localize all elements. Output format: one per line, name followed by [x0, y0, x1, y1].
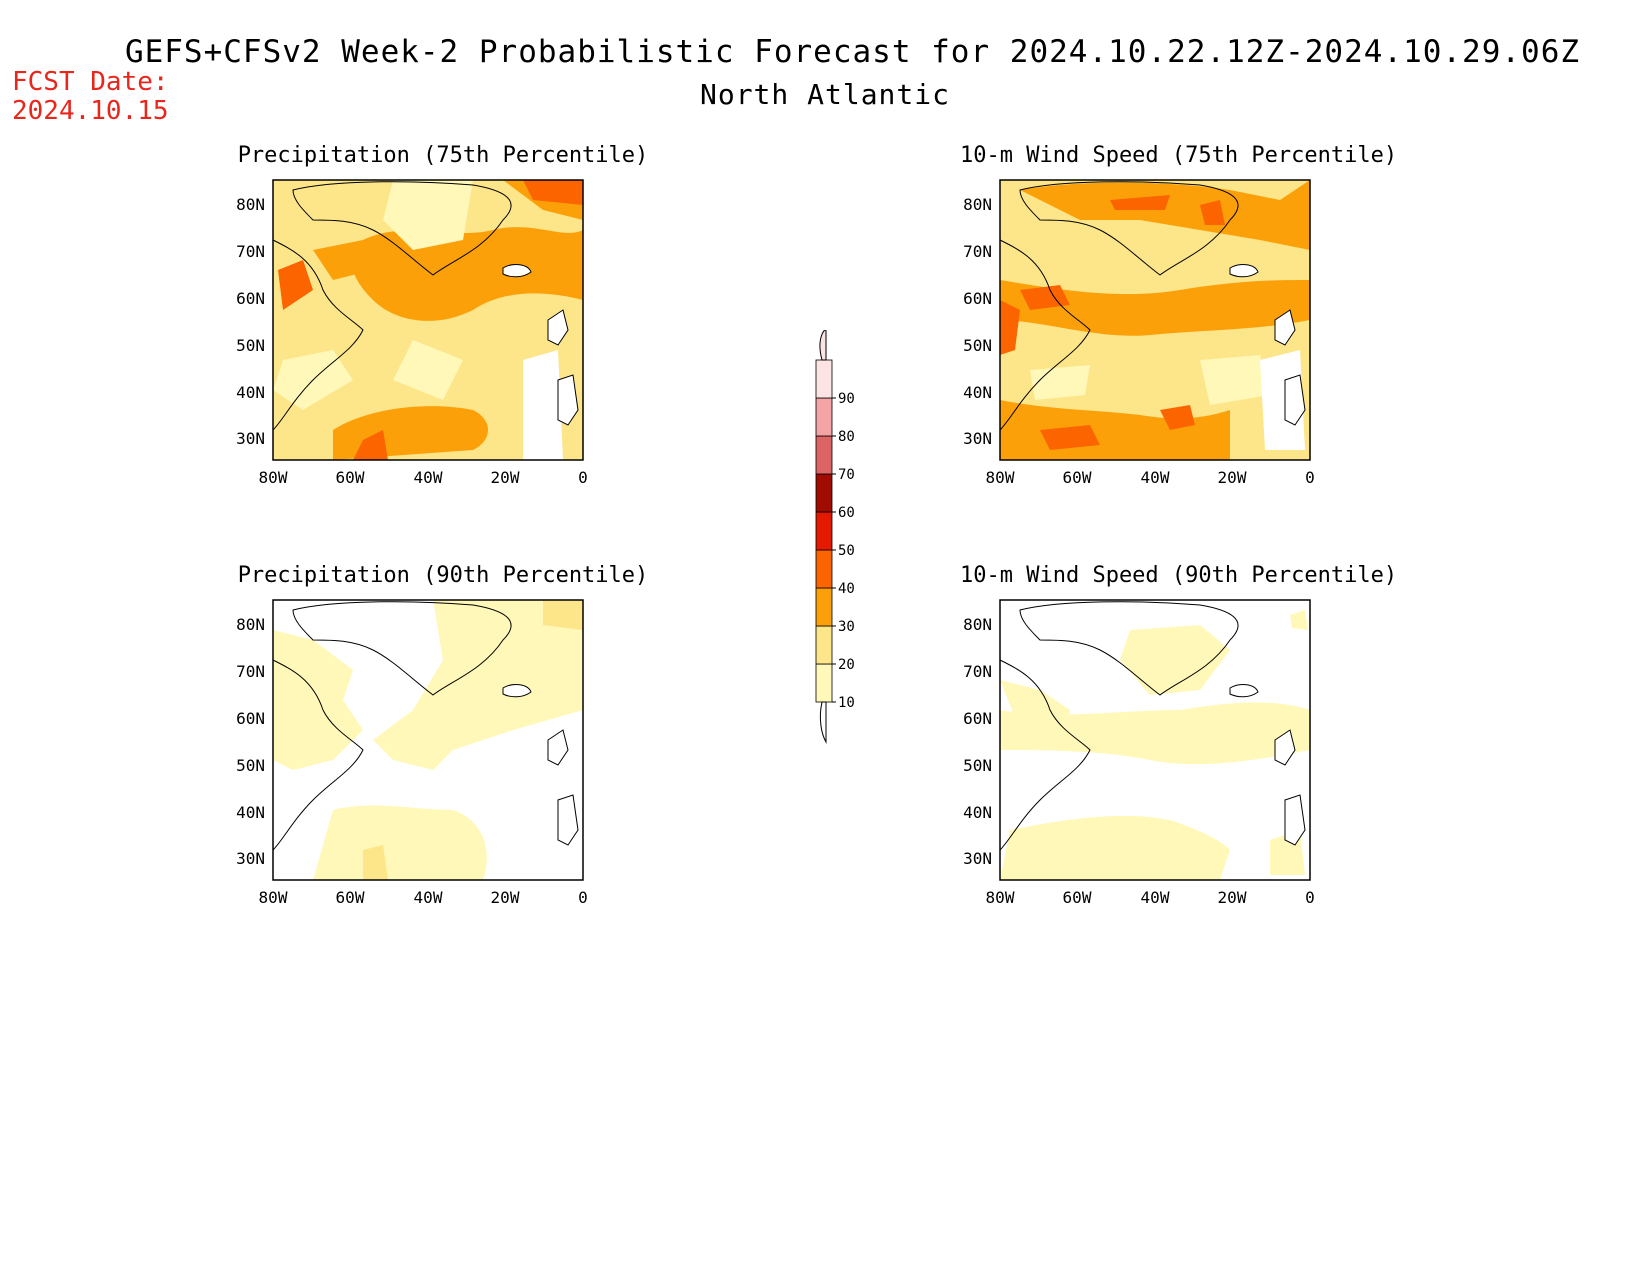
- colorbar-band: [815, 359, 833, 399]
- lon-label-60w: 60W: [1063, 888, 1092, 907]
- lat-label-80n: 80N: [236, 615, 265, 634]
- lat-label-60n: 60N: [236, 709, 265, 728]
- lat-label-70n: 70N: [963, 662, 992, 681]
- colorbar-band: [815, 511, 833, 551]
- lat-label-40n: 40N: [963, 803, 992, 822]
- lon-label-80w: 80W: [986, 468, 1015, 487]
- lon-label-80w: 80W: [986, 888, 1015, 907]
- lon-label-60w: 60W: [1063, 468, 1092, 487]
- colorbar-tick-label: 20: [838, 657, 855, 673]
- map-precip-90: 80N 70N 60N 50N 40N 30N 80W 60W 40W 20W …: [236, 599, 588, 907]
- lat-label-50n: 50N: [963, 756, 992, 775]
- lon-label-0: 0: [1305, 468, 1315, 487]
- lat-label-50n: 50N: [963, 336, 992, 355]
- lat-label-40n: 40N: [236, 803, 265, 822]
- lat-label-30n: 30N: [963, 849, 992, 868]
- panel-precip-90: Precipitation (90th Percentile) 80N 70N …: [233, 563, 653, 943]
- forecast-date: FCST Date: 2024.10.15: [12, 68, 169, 126]
- lat-label-80n: 80N: [236, 195, 265, 214]
- colorbar-bottom-cap: [819, 701, 827, 744]
- colorbar-top-cap: [819, 330, 827, 361]
- region-subtitle: North Atlantic: [699, 78, 950, 111]
- lon-label-20w: 20W: [491, 888, 520, 907]
- lat-label-70n: 70N: [236, 662, 265, 681]
- lon-label-40w: 40W: [414, 888, 443, 907]
- lat-label-70n: 70N: [236, 242, 265, 261]
- map-wind-90: 80N 70N 60N 50N 40N 30N 80W 60W 40W 20W …: [963, 599, 1315, 907]
- lon-label-40w: 40W: [414, 468, 443, 487]
- forecast-date-label: FCST Date:: [12, 67, 169, 97]
- map-precip-75: 80N 70N 60N 50N 40N 30N 80W 60W 40W 20W …: [236, 179, 588, 487]
- panel-wind-75: 10-m Wind Speed (75th Percentile) 80N: [960, 143, 1398, 523]
- colorbar-tick-label: 60: [838, 505, 855, 521]
- colorbar-band: [815, 625, 833, 665]
- panel-wind-90: 10-m Wind Speed (90th Percentile) 80N 70…: [960, 563, 1398, 943]
- lon-label-0: 0: [578, 888, 588, 907]
- lon-label-80w: 80W: [259, 468, 288, 487]
- main-title: GEFS+CFSv2 Week-2 Probabilistic Forecast…: [124, 34, 1581, 70]
- forecast-date-value: 2024.10.15: [12, 96, 169, 126]
- panel-title: 10-m Wind Speed (90th Percentile): [960, 563, 1398, 588]
- lat-label-50n: 50N: [236, 756, 265, 775]
- lon-label-0: 0: [1305, 888, 1315, 907]
- lat-label-80n: 80N: [963, 615, 992, 634]
- lon-label-20w: 20W: [491, 468, 520, 487]
- lat-label-30n: 30N: [963, 429, 992, 448]
- colorbar-band: [815, 397, 833, 437]
- lat-label-50n: 50N: [236, 336, 265, 355]
- panel-title: Precipitation (75th Percentile): [237, 143, 649, 168]
- lon-label-40w: 40W: [1141, 468, 1170, 487]
- lat-label-40n: 40N: [963, 383, 992, 402]
- colorbar-tick-label: 80: [838, 429, 855, 445]
- colorbar-band: [815, 473, 833, 513]
- lat-label-30n: 30N: [236, 429, 265, 448]
- lat-label-70n: 70N: [963, 242, 992, 261]
- colorbar-tick-label: 30: [838, 619, 855, 635]
- lon-label-60w: 60W: [336, 468, 365, 487]
- lon-label-80w: 80W: [259, 888, 288, 907]
- colorbar-tick-label: 40: [838, 581, 855, 597]
- colorbar: 10 20 30 40 50 60 70 80 90: [815, 330, 855, 744]
- lon-label-20w: 20W: [1218, 468, 1247, 487]
- lat-label-40n: 40N: [236, 383, 265, 402]
- colorbar-tick-label: 10: [838, 695, 855, 711]
- lat-label-80n: 80N: [963, 195, 992, 214]
- lat-label-60n: 60N: [963, 289, 992, 308]
- colorbar-tick-label: 70: [838, 467, 855, 483]
- lon-label-0: 0: [578, 468, 588, 487]
- panel-title: 10-m Wind Speed (75th Percentile): [960, 143, 1398, 168]
- lat-label-30n: 30N: [236, 849, 265, 868]
- lon-label-40w: 40W: [1141, 888, 1170, 907]
- lon-label-60w: 60W: [336, 888, 365, 907]
- lon-label-20w: 20W: [1218, 888, 1247, 907]
- colorbar-tick-label: 50: [838, 543, 855, 559]
- colorbar-band: [815, 587, 833, 627]
- lat-label-60n: 60N: [236, 289, 265, 308]
- panel-precip-75: Precipitation (75th Percentile) 80N 7: [233, 143, 653, 523]
- colorbar-band: [815, 663, 833, 703]
- colorbar-band: [815, 435, 833, 475]
- colorbar-tick-label: 90: [838, 391, 855, 407]
- colorbar-band: [815, 549, 833, 589]
- panel-title: Precipitation (90th Percentile): [237, 563, 649, 588]
- lat-label-60n: 60N: [963, 709, 992, 728]
- map-wind-75: 80N 70N 60N 50N 40N 30N 80W 60W 40W 20W …: [963, 179, 1315, 487]
